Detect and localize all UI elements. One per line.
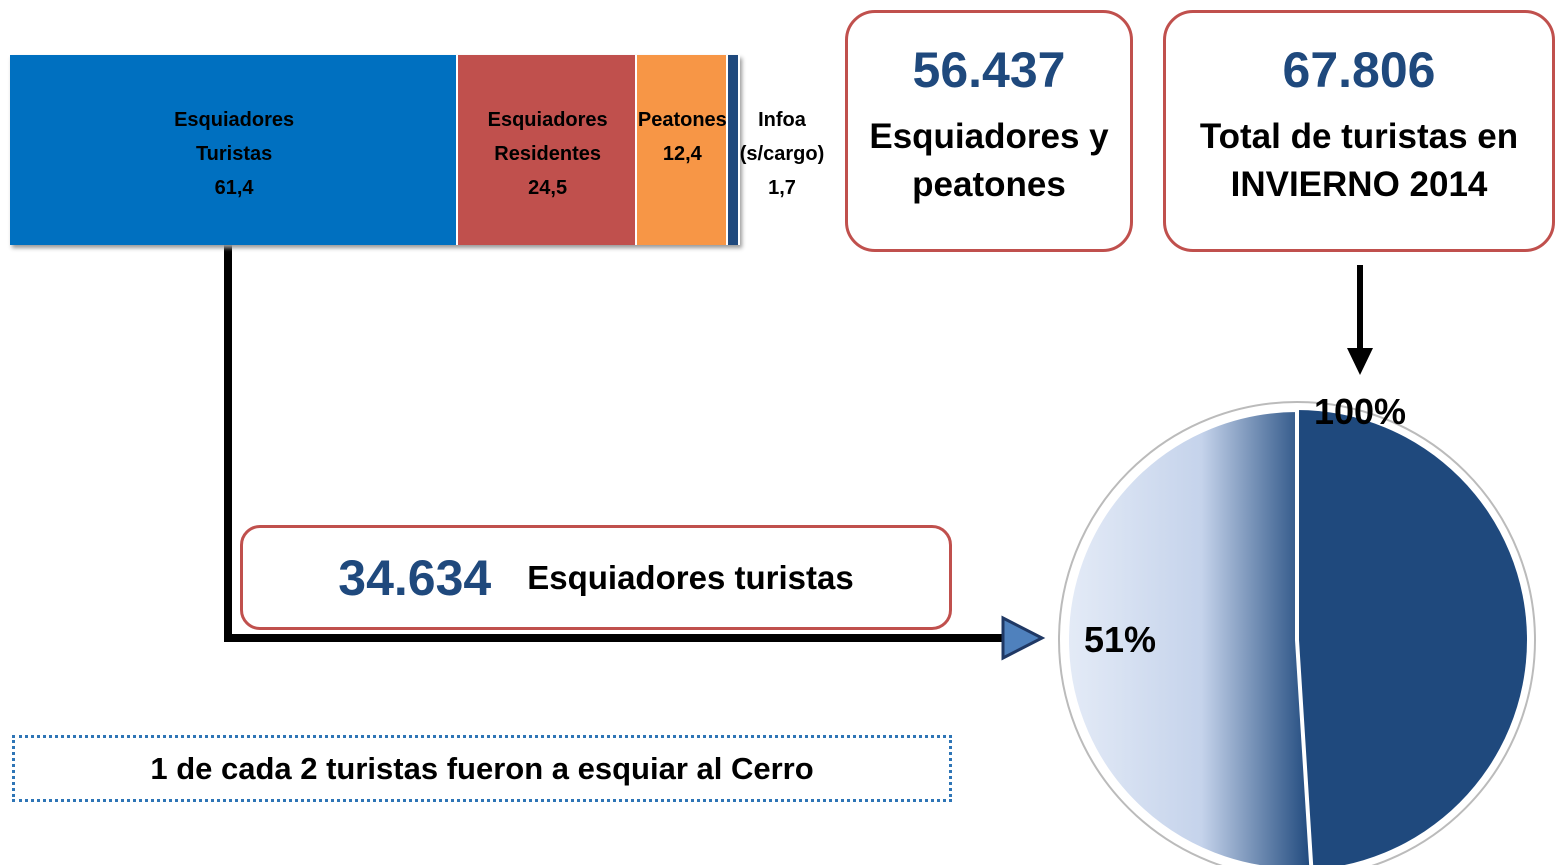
- segment-name: Infoa (s/cargo): [740, 103, 824, 171]
- segment-name: Esquiadores Residentes: [488, 103, 608, 171]
- segment-value: 1,7: [740, 171, 824, 205]
- segment-value: 61,4: [174, 171, 294, 205]
- box-text: Esquiadores turistas: [527, 559, 853, 597]
- segment-value: 24,5: [488, 171, 608, 205]
- pie: 100% 51%: [1059, 391, 1535, 865]
- page: 100% 51% 56.437 Esquiadores y peatones 67…: [0, 0, 1563, 865]
- bar-segment: [728, 55, 740, 245]
- segment-name: Esquiadores Turistas: [174, 103, 294, 171]
- stacked-bar: [10, 55, 740, 245]
- down-arrow-head: [1347, 348, 1373, 375]
- box-number: 67.806: [1166, 41, 1552, 99]
- box-text: Esquiadores y peatones: [868, 113, 1110, 209]
- box: 56.437 Esquiadores y peatones: [845, 10, 1133, 252]
- note: 1 de cada 2 turistas fueron a esquiar al…: [12, 735, 952, 802]
- segment-value: 12,4: [638, 137, 727, 171]
- segment-name: Peatones: [638, 103, 727, 137]
- pie-total-label: 100%: [1314, 391, 1406, 432]
- pie-value-label: 51%: [1084, 619, 1156, 660]
- box-number: 56.437: [848, 41, 1130, 99]
- box: 34.634 Esquiadores turistas: [240, 525, 952, 630]
- box: 67.806 Total de turistas en INVIERNO 201…: [1163, 10, 1555, 252]
- box-text: Total de turistas en INVIERNO 2014: [1196, 113, 1522, 209]
- segment-label: Infoa (s/cargo)1,7: [740, 103, 824, 205]
- arrow-head: [1003, 618, 1042, 658]
- box-number: 34.634: [338, 549, 491, 607]
